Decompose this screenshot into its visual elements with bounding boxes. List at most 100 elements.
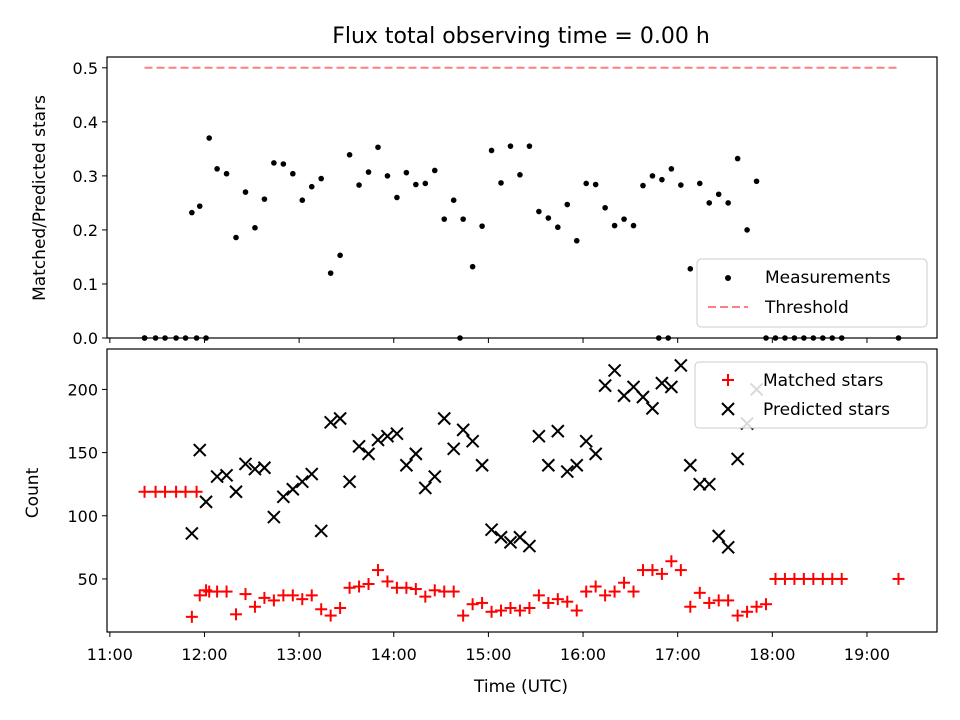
measurement-point [630, 222, 637, 229]
matched-point [731, 609, 744, 622]
measurement-point [649, 173, 656, 179]
matched-point [239, 588, 252, 601]
measurement-point [261, 196, 268, 202]
bottom-legend: Matched stars Predicted stars [694, 361, 928, 429]
measurement-point [394, 194, 400, 201]
predicted-point [645, 401, 660, 416]
matched-point [570, 604, 583, 617]
matched-point [599, 589, 612, 602]
predicted-point [560, 464, 574, 479]
matched-point [750, 600, 763, 613]
matched-point [608, 585, 621, 598]
matched-point [551, 593, 564, 606]
measurement-point [346, 152, 353, 158]
measurement-point [337, 252, 343, 259]
matched-point [703, 596, 716, 609]
predicted-point [276, 490, 291, 504]
x-tick-label: 15:00 [465, 645, 511, 664]
predicted-point [193, 443, 207, 457]
measurement-point [196, 203, 203, 209]
measurement-point [678, 182, 684, 188]
matched-point [343, 581, 356, 594]
top-legend: Measurements Threshold [696, 258, 928, 328]
predicted-point [409, 447, 423, 461]
predicted-point [494, 530, 508, 544]
matched-point [722, 594, 735, 607]
measurement-point [280, 161, 287, 167]
measurement-point [327, 270, 334, 276]
predicted-point [199, 495, 213, 509]
x-tick-label: 16:00 [560, 645, 606, 664]
matched-point [138, 485, 151, 498]
y-tick-label: 0.4 [73, 113, 98, 132]
bottom-y-ticks: 50 100 150 200 [67, 380, 107, 589]
matched-point [190, 485, 203, 498]
measurement-point [403, 169, 410, 176]
measurement-point [517, 172, 523, 178]
matched-point [159, 485, 172, 498]
measurement-point [356, 182, 362, 188]
x-tick-label: 13:00 [276, 645, 322, 664]
legend-threshold-label: Threshold [764, 298, 849, 318]
measurement-point [450, 197, 457, 204]
top-x-ticks [109, 338, 868, 343]
predicted-point [333, 411, 347, 426]
matched-point [258, 591, 271, 604]
predicted-point [428, 469, 442, 484]
y-tick-label: 0.3 [73, 167, 98, 186]
top-y-ticks: 0.0 0.1 0.2 0.3 0.4 0.5 [73, 59, 107, 348]
x-tick-label: 12:00 [181, 645, 227, 664]
matched-point [324, 609, 337, 622]
predicted-point [323, 415, 338, 429]
measurement-point [659, 176, 665, 183]
measurement-point [252, 224, 258, 231]
y-tick-label: 150 [67, 444, 98, 463]
matched-point [542, 596, 555, 609]
measurement-point [365, 169, 372, 175]
predicted-point [361, 447, 376, 461]
measurement-point [375, 144, 381, 151]
measurement-point [753, 178, 760, 185]
matched-point [185, 610, 198, 623]
predicted-point [399, 458, 414, 472]
predicted-point [664, 380, 679, 394]
top-plot-frame [106, 56, 938, 339]
legend-measurements-label: Measurements [765, 268, 891, 288]
matched-point [381, 575, 394, 588]
matched-point [296, 593, 309, 606]
bottom-plot-frame [106, 348, 938, 633]
measurement-point [422, 180, 429, 187]
matched-point [589, 580, 602, 593]
predicted-point [465, 434, 480, 448]
x-tick-label: 17:00 [655, 645, 701, 664]
matched-point [457, 609, 470, 622]
measurement-point [564, 201, 571, 208]
matched-point [580, 585, 593, 598]
measurement-point [189, 209, 195, 216]
x-axis-label: Time (UTC) [473, 677, 568, 697]
matched-point [371, 564, 384, 577]
matched-point [315, 603, 328, 616]
measurement-point [413, 181, 419, 188]
matched-point [485, 605, 498, 618]
measurement-point [621, 216, 627, 222]
predicted-point [598, 378, 612, 393]
matched-point [334, 601, 347, 614]
legend-measurements-marker [725, 275, 731, 281]
matched-point [193, 589, 206, 602]
predicted-point [522, 539, 537, 553]
top-legend-box [696, 258, 928, 328]
matched-point [447, 585, 460, 598]
y-tick-label: 0.0 [73, 329, 98, 348]
predicted-point [607, 363, 622, 378]
predicted-point [484, 522, 499, 537]
measurement-point [384, 173, 391, 179]
matched-point [693, 586, 706, 599]
measurement-point [460, 216, 466, 222]
top-chart-title: Flux total observing time = 0.00 h [332, 24, 710, 49]
predicted-point [551, 424, 565, 438]
matched-point [362, 577, 375, 590]
predicted-point [702, 477, 716, 491]
measurement-point [206, 135, 213, 141]
